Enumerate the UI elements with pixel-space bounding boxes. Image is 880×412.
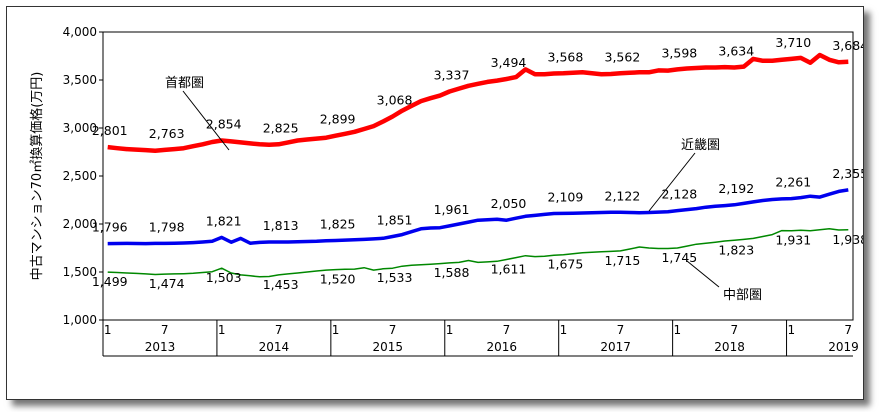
x-month-tick-label: 1 bbox=[218, 323, 226, 337]
data-label: 3,337 bbox=[434, 68, 470, 83]
x-year-label: 2014 bbox=[259, 340, 290, 354]
data-label: 2,763 bbox=[149, 126, 185, 141]
data-label: 1,503 bbox=[206, 270, 242, 285]
data-label: 2,261 bbox=[775, 175, 811, 190]
data-label: 2,355 bbox=[832, 166, 863, 181]
data-label: 1,745 bbox=[661, 250, 697, 265]
y-tick-label: 2,000 bbox=[63, 217, 97, 231]
x-year-label: 2019 bbox=[828, 340, 859, 354]
data-label: 1,813 bbox=[263, 218, 299, 233]
x-month-tick-label: 1 bbox=[446, 323, 454, 337]
y-axis-label: 中古マンション70㎡換算価格(万円) bbox=[29, 72, 45, 281]
data-label: 1,588 bbox=[434, 265, 470, 280]
data-label: 3,598 bbox=[661, 45, 697, 60]
y-tick-label: 3,000 bbox=[63, 121, 97, 135]
data-label: 2,122 bbox=[605, 188, 641, 203]
data-label: 1,611 bbox=[491, 262, 527, 277]
x-month-tick-label: 7 bbox=[844, 323, 852, 337]
data-label: 2,899 bbox=[320, 112, 356, 127]
data-label: 3,568 bbox=[548, 49, 584, 64]
series-line-3 bbox=[107, 228, 849, 278]
data-label: 1,533 bbox=[377, 270, 413, 285]
x-month-tick-label: 7 bbox=[161, 323, 169, 337]
data-label: 1,823 bbox=[718, 242, 754, 257]
series-name: 近畿圏 bbox=[681, 138, 720, 153]
data-label: 1,961 bbox=[434, 202, 470, 217]
x-year-label: 2015 bbox=[373, 340, 404, 354]
data-label: 1,474 bbox=[149, 276, 185, 291]
line-chart: 1,000 1,500 2,000 2,500 3,000 3,500 4,000 1 7 1 7… bbox=[29, 25, 863, 357]
data-label: 3,634 bbox=[718, 44, 754, 59]
x-year-label: 2017 bbox=[600, 340, 631, 354]
x-month-tick-label: 7 bbox=[731, 323, 739, 337]
data-label: 1,798 bbox=[149, 219, 185, 234]
leader-line bbox=[686, 260, 720, 288]
data-label: 1,931 bbox=[775, 233, 811, 248]
data-label: 2,854 bbox=[206, 116, 242, 131]
data-label: 2,109 bbox=[548, 189, 584, 204]
leader-line bbox=[648, 152, 696, 212]
data-label: 1,715 bbox=[605, 253, 641, 268]
data-label: 3,494 bbox=[491, 55, 527, 70]
data-label: 1,675 bbox=[548, 257, 584, 272]
data-label: 1,851 bbox=[377, 212, 413, 227]
data-label: 2,192 bbox=[718, 181, 754, 196]
x-month-tick-label: 1 bbox=[674, 323, 682, 337]
leader-line bbox=[182, 90, 230, 151]
y-tick-label: 4,000 bbox=[63, 25, 97, 39]
data-label: 3,710 bbox=[775, 35, 811, 50]
data-label: 2,128 bbox=[661, 187, 697, 202]
data-label: 1,520 bbox=[320, 272, 356, 287]
data-label: 1,796 bbox=[92, 220, 128, 235]
series-lines bbox=[107, 52, 849, 278]
x-month-tick-label: 1 bbox=[332, 323, 340, 337]
data-label: 3,068 bbox=[377, 92, 413, 107]
y-axis-ticks: 1,000 1,500 2,000 2,500 3,000 3,500 4,000 bbox=[63, 25, 103, 327]
x-month-tick-label: 7 bbox=[275, 323, 283, 337]
x-axis-ticks: 1 7 1 7 1 7 1 7 1 7 1 7 1 7 2013 2014 2015 2016 2017 2018 20… bbox=[104, 323, 859, 354]
x-month-tick-label: 7 bbox=[389, 323, 397, 337]
series-line-2 bbox=[107, 188, 849, 246]
x-year-label: 2013 bbox=[145, 340, 176, 354]
x-year-label: 2018 bbox=[714, 340, 745, 354]
data-label: 1,938 bbox=[832, 232, 863, 247]
x-month-tick-label: 1 bbox=[560, 323, 568, 337]
series-name: 首都圏 bbox=[165, 76, 204, 91]
y-tick-label: 1,000 bbox=[63, 313, 97, 327]
data-label: 2,050 bbox=[491, 196, 527, 211]
data-label: 1,825 bbox=[320, 217, 356, 232]
data-label: 1,453 bbox=[263, 277, 299, 292]
y-tick-label: 3,500 bbox=[63, 73, 97, 87]
y-tick-label: 1,500 bbox=[63, 265, 97, 279]
x-month-tick-label: 1 bbox=[104, 323, 112, 337]
data-label: 1,821 bbox=[206, 213, 242, 228]
chart-frame: 1,000 1,500 2,000 2,500 3,000 3,500 4,000 1 7 1 7… bbox=[6, 6, 864, 400]
data-label: 2,801 bbox=[92, 123, 128, 138]
y-tick-label: 2,500 bbox=[63, 169, 97, 183]
data-label: 2,825 bbox=[263, 120, 299, 135]
x-year-label: 2016 bbox=[486, 340, 517, 354]
data-label: 3,562 bbox=[605, 49, 641, 64]
x-month-tick-label: 7 bbox=[617, 323, 625, 337]
series-line-1 bbox=[107, 52, 849, 154]
data-labels: 2,801 2,763 2,854 2,825 2,899 3,068 3,337 3,494… bbox=[92, 35, 863, 292]
x-month-tick-label: 7 bbox=[503, 323, 511, 337]
data-label: 3,684 bbox=[832, 38, 863, 53]
series-name: 中部圏 bbox=[723, 288, 762, 303]
data-label: 1,499 bbox=[92, 274, 128, 289]
x-month-tick-label: 1 bbox=[787, 323, 795, 337]
